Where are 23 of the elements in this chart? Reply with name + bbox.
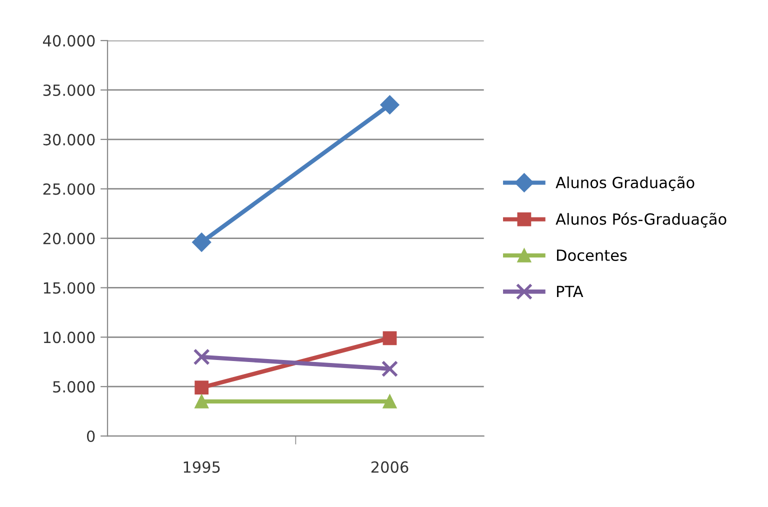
- x-tick-label: 2006: [371, 461, 408, 473]
- y-tick-label: 25.000: [43, 183, 95, 195]
- y-tick-label: 20.000: [43, 232, 95, 244]
- y-tick-label: 15.000: [44, 282, 95, 294]
- point: [192, 232, 212, 252]
- y-tick-label: 30.000: [43, 134, 95, 146]
- y-tick-label: 10.000: [44, 332, 95, 344]
- legend-label: Alunos Pós-Graduação: [556, 212, 726, 228]
- legend-label: Docentes: [557, 250, 627, 262]
- legend-label: Alunos Graduação: [556, 176, 694, 192]
- y-tick-label: 35.000: [43, 84, 95, 96]
- y-tick-label: 0: [87, 430, 95, 442]
- point: [194, 394, 209, 408]
- point: [382, 331, 397, 346]
- y-tick-label: 5.000: [53, 381, 95, 393]
- point: [382, 394, 397, 408]
- legend-label: PTA: [557, 286, 584, 297]
- point: [381, 360, 398, 378]
- point: [193, 348, 210, 366]
- y-tick-label: 40.000: [43, 35, 95, 47]
- point: [194, 380, 209, 395]
- x-tick-label: 1995: [184, 461, 220, 473]
- point: [380, 95, 400, 114]
